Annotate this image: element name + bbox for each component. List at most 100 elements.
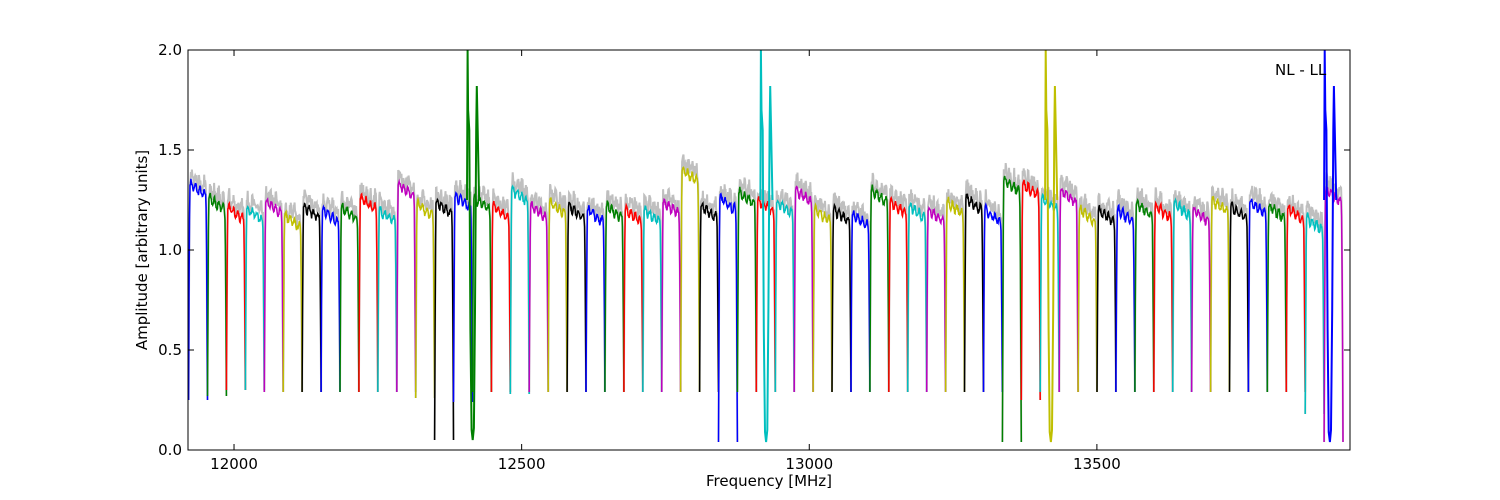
- channel-trace: [963, 193, 985, 393]
- channel-trace: [717, 192, 739, 443]
- channel-trace: [1153, 200, 1174, 393]
- reference-trace: [736, 177, 758, 393]
- y-axis: 0.0 0.5 1.0 1.5 2.0: [158, 41, 1350, 459]
- y-axis-label: Amplitude [arbitrary units]: [133, 150, 151, 350]
- reference-trace: [906, 189, 928, 393]
- channel-trace: [1228, 201, 1250, 393]
- channel-trace: [339, 202, 360, 393]
- x-tick-label: 13000: [785, 455, 833, 473]
- reference-trace: [622, 193, 644, 393]
- reference-trace: [1039, 186, 1061, 393]
- spike-trace: [1044, 50, 1059, 443]
- channel-trace: [1134, 198, 1155, 393]
- channel-trace: [1115, 203, 1136, 393]
- channel-trace: [1058, 187, 1079, 393]
- channel-trace: [509, 184, 530, 395]
- reference-trace: [1133, 187, 1155, 393]
- x-tick-label: 12500: [498, 455, 546, 473]
- channel-trace: [282, 209, 303, 393]
- channel-trace-group: [188, 50, 1344, 443]
- channel-trace: [1020, 179, 1041, 401]
- channel-trace: [698, 200, 720, 393]
- reference-trace: [1190, 196, 1212, 393]
- reference-trace: [1209, 185, 1231, 393]
- reference-trace: [263, 186, 285, 393]
- channel-trace: [566, 201, 587, 393]
- reference-trace: [850, 201, 871, 393]
- channel-trace: [396, 178, 417, 393]
- reference-trace: [395, 169, 417, 393]
- reference-trace: [603, 190, 625, 393]
- reference-trace: [509, 172, 531, 395]
- reference-trace: [963, 179, 985, 393]
- channel-trace: [1304, 212, 1325, 415]
- channel-trace: [547, 197, 568, 393]
- channel-trace: [528, 201, 549, 393]
- channel-trace: [1001, 175, 1023, 443]
- y-tick-label: 0.0: [158, 441, 182, 459]
- channel-trace: [793, 185, 814, 393]
- channel-trace: [490, 200, 512, 393]
- channel-trace: [206, 192, 228, 397]
- y-tick-label: 2.0: [158, 41, 182, 59]
- reference-trace: [225, 187, 247, 391]
- reference-trace: [1304, 200, 1326, 415]
- channel-trace: [604, 200, 625, 393]
- channel-trace: [414, 196, 436, 399]
- spike-trace: [1323, 50, 1338, 443]
- y-tick-label: 1.5: [158, 141, 182, 159]
- reference-trace: [528, 191, 550, 393]
- channel-trace: [755, 196, 777, 393]
- channel-trace: [925, 205, 947, 393]
- channel-trace: [1039, 192, 1060, 393]
- channel-trace: [679, 166, 701, 393]
- channel-trace: [263, 197, 284, 393]
- channel-trace: [301, 202, 322, 393]
- channel-trace: [736, 186, 758, 393]
- channel-trace: [377, 206, 398, 393]
- channel-trace: [660, 197, 682, 393]
- reference-trace: [1266, 190, 1288, 393]
- reference-trace: [1247, 185, 1269, 393]
- reference-trace: [547, 183, 569, 393]
- reference-trace: [982, 189, 1004, 393]
- reference-trace: [301, 189, 323, 393]
- channel-trace: [774, 199, 795, 393]
- channel-trace: [869, 184, 890, 393]
- channel-trace: [320, 204, 341, 393]
- reference-trace: [887, 183, 909, 393]
- reference-trace: [641, 192, 663, 393]
- channel-trace: [1266, 203, 1288, 393]
- channel-trace: [944, 196, 966, 393]
- reference-trace: [206, 182, 228, 397]
- reference-trace: [244, 190, 266, 391]
- reference-trace: [660, 186, 682, 393]
- channel-trace: [585, 205, 606, 393]
- channel-trace: [906, 202, 928, 393]
- reference-trace: [679, 154, 701, 393]
- reference-trace: [1152, 187, 1174, 393]
- channel-trace: [188, 178, 209, 401]
- reference-trace: [868, 172, 890, 393]
- channel-trace: [358, 192, 379, 393]
- channel-trace: [1096, 204, 1117, 393]
- reference-trace: [490, 188, 512, 393]
- reference-trace: [1077, 193, 1098, 393]
- channel-trace: [642, 205, 663, 393]
- x-axis: 12000 12500 13000 13500: [210, 50, 1121, 473]
- channel-trace: [812, 202, 833, 393]
- reference-trace: [1058, 174, 1080, 393]
- reference-trace: [698, 190, 720, 393]
- reference-trace: [812, 195, 833, 393]
- reference-trace: [774, 189, 796, 393]
- channel-trace: [623, 202, 644, 393]
- channel-trace: [1285, 204, 1306, 393]
- x-tick-label: 12000: [210, 455, 258, 473]
- channel-trace: [1077, 204, 1098, 393]
- spike-trace: [759, 50, 774, 443]
- x-axis-label: Frequency [MHz]: [706, 472, 832, 490]
- channel-trace: [1190, 206, 1212, 393]
- channel-trace: [831, 202, 852, 393]
- y-tick-label: 1.0: [158, 241, 182, 259]
